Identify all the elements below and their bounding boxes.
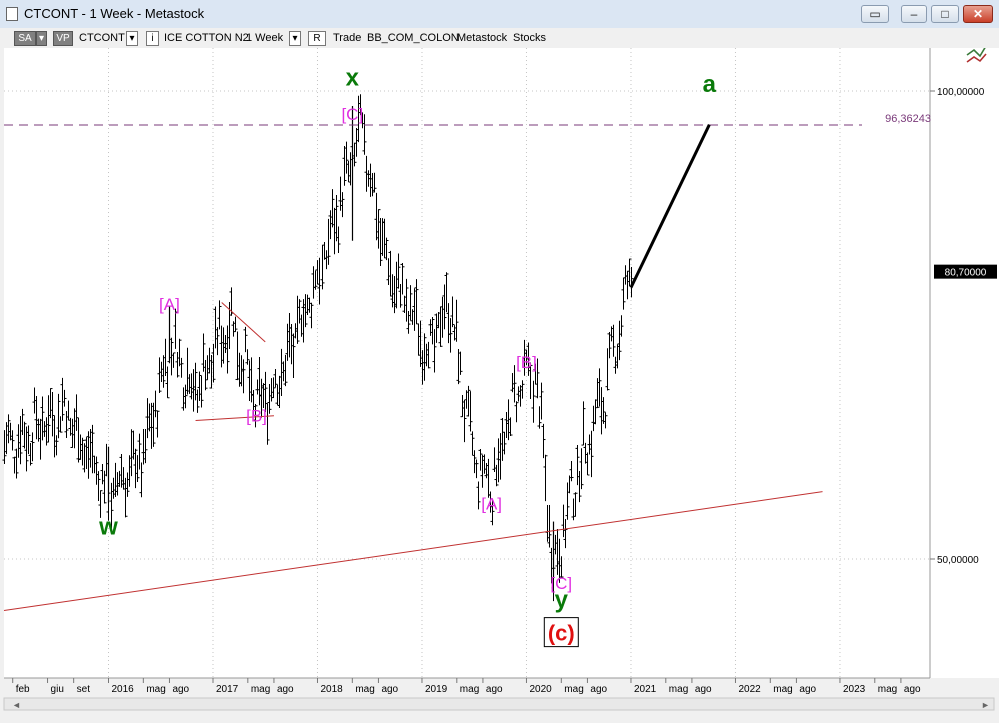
x-tick-label: ago (904, 684, 921, 695)
wave-label-x: x (346, 64, 360, 91)
wave-label-A: [A] (481, 494, 502, 513)
vp-button[interactable]: VP (53, 31, 73, 46)
y-tick-label: 100,00000 (937, 87, 985, 98)
last-price-tag (934, 264, 997, 279)
trade-label[interactable]: Trade (333, 32, 362, 44)
symbol-dropdown-icon[interactable]: ▾ (126, 31, 138, 46)
symbol-label[interactable]: CTCONT (79, 32, 125, 44)
x-tick-label: mag (355, 684, 374, 695)
x-tick-label: ago (172, 684, 189, 695)
x-tick-label: feb (16, 684, 30, 695)
wave-label-y: y (555, 587, 569, 614)
price-chart[interactable]: 96,36243 w[A][B]x[C][B][A][C]y(c)a 100,0… (0, 45, 999, 718)
wave-label-C: [C] (550, 574, 572, 593)
title-bar: CTCONT - 1 Week - Metastock ▭ – □ ✕ (0, 0, 999, 29)
source-label: BB_COM_COLON (367, 32, 459, 44)
x-tick-label: ago (695, 684, 712, 695)
minimize-button[interactable]: – (901, 5, 927, 23)
x-tick-label: 2020 (529, 684, 552, 695)
info-icon[interactable]: i (146, 31, 159, 46)
wave-annotations: w[A][B]x[C][B][A][C]y(c)a (98, 64, 717, 648)
chart-toolbar: SA ▾ VP CTCONT ▾ i ICE COTTON N2 1 Week … (0, 28, 999, 48)
wave-label-B: [B] (516, 353, 537, 372)
x-tick-label: giu (51, 684, 64, 695)
x-tick-label: 2023 (843, 684, 866, 695)
x-axis: feb giu set 2016 mag ago 2017 mag ago 2018 mag ago 2… (12, 678, 921, 695)
horizontal-scrollbar[interactable] (3, 697, 995, 711)
wave-label-c: (c) (548, 621, 575, 646)
trendline (221, 302, 266, 343)
chart-tool-icon[interactable] (966, 45, 987, 63)
sa-dropdown-icon[interactable]: ▾ (36, 31, 47, 46)
trendline (195, 415, 274, 421)
x-tick-label: ago (799, 684, 816, 695)
scroll-left-icon[interactable]: ◄ (12, 700, 21, 710)
last-price-label: 80,70000 (945, 268, 987, 279)
wave-label-a: a (703, 71, 717, 98)
x-tick-label: ago (277, 684, 294, 695)
y-tick-label: 50,00000 (937, 555, 979, 566)
chart-area[interactable]: 96,36243 w [A] [B] x [C] [B] [A] [C] y (c) a 100,0… (0, 45, 999, 718)
y-axis: 100,00000 50,00000 80,70000 (930, 87, 997, 566)
restore-window-icon[interactable]: ▭ (861, 5, 889, 23)
period-label[interactable]: 1 Week (246, 32, 284, 44)
type-label: Stocks (513, 32, 547, 44)
trendlines: 96,36243 (3, 113, 931, 611)
wave-label-C: [C] (341, 105, 363, 124)
x-tick-label: mag (669, 684, 688, 695)
document-icon (6, 7, 18, 21)
projection-line (629, 124, 711, 289)
grid (4, 48, 930, 678)
instrument-name: ICE COTTON N2 (164, 32, 249, 44)
x-tick-label: mag (878, 684, 897, 695)
x-tick-label: mag (146, 684, 165, 695)
scroll-right-icon[interactable]: ► (981, 700, 990, 710)
x-tick-label: 2019 (425, 684, 448, 695)
close-button[interactable]: ✕ (963, 5, 993, 23)
x-tick-label: 2016 (111, 684, 134, 695)
x-tick-label: 2017 (216, 684, 239, 695)
x-tick-label: mag (251, 684, 270, 695)
r-button[interactable]: R (308, 31, 326, 46)
price-bars (2, 94, 634, 602)
x-tick-label: ago (381, 684, 398, 695)
x-tick-label: 2022 (738, 684, 761, 695)
period-dropdown-icon[interactable]: ▾ (289, 31, 301, 46)
wave-label-box (543, 617, 579, 648)
wave-label-A: [A] (159, 295, 180, 314)
wave-label-w: w (98, 514, 118, 541)
x-tick-label: mag (564, 684, 583, 695)
trendline (3, 491, 823, 611)
x-tick-label: set (77, 684, 91, 695)
wave-label-B: [B] (246, 406, 267, 425)
resistance-label: 96,36243 (885, 113, 931, 125)
x-tick-label: 2018 (320, 684, 343, 695)
price-scale (930, 48, 999, 678)
plot-area (4, 48, 930, 678)
window-title: CTCONT - 1 Week - Metastock (24, 6, 205, 21)
x-tick-label: mag (460, 684, 479, 695)
x-tick-label: ago (590, 684, 607, 695)
maximize-button[interactable]: □ (931, 5, 959, 23)
vendor-label: Metastock (457, 32, 508, 44)
sa-button[interactable]: SA (14, 31, 36, 46)
x-tick-label: ago (486, 684, 503, 695)
x-tick-label: mag (773, 684, 792, 695)
x-tick-label: 2021 (634, 684, 657, 695)
